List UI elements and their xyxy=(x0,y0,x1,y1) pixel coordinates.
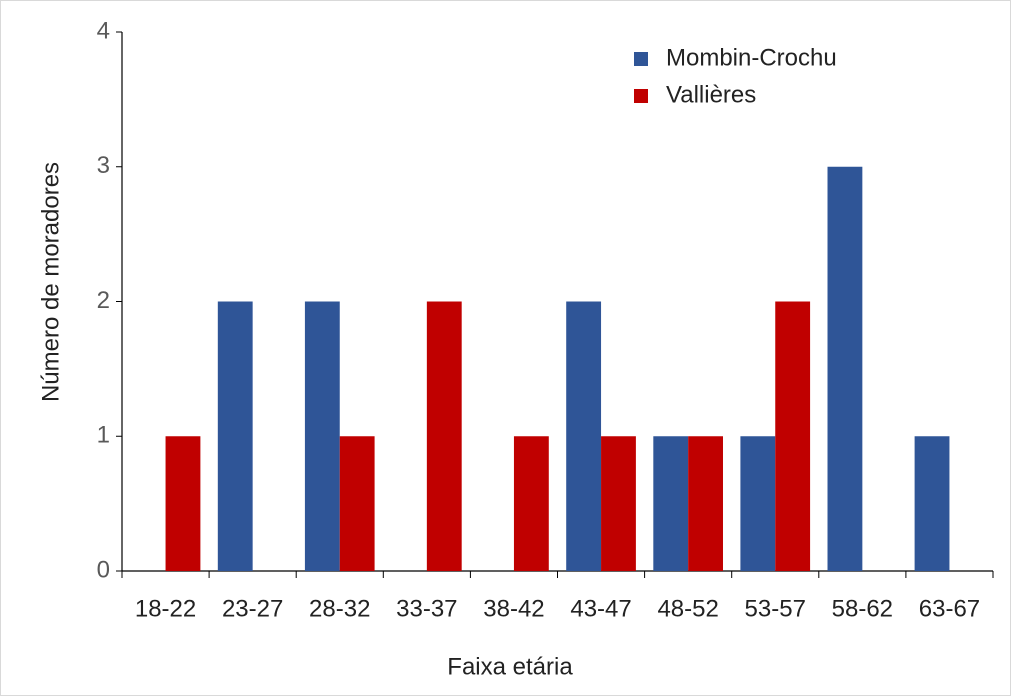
x-tick-label: 18-22 xyxy=(135,595,196,622)
bar xyxy=(513,436,549,571)
bar xyxy=(740,436,776,571)
bar xyxy=(914,436,950,571)
legend-label: Vallières xyxy=(666,81,756,108)
bar xyxy=(601,436,636,571)
legend-swatch xyxy=(634,89,648,103)
x-tick-label: 48-52 xyxy=(657,595,718,622)
bar xyxy=(566,301,602,571)
x-axis-label: Faixa etária xyxy=(447,653,573,680)
bar xyxy=(653,436,689,571)
bar xyxy=(304,301,340,571)
legend-swatch xyxy=(634,52,648,66)
y-tick-label: 1 xyxy=(97,422,110,449)
x-tick-label: 23-27 xyxy=(222,595,283,622)
bar xyxy=(775,301,811,571)
bar xyxy=(217,301,253,571)
y-tick-label: 2 xyxy=(97,287,110,314)
bar xyxy=(165,436,201,571)
x-tick-label: 63-67 xyxy=(919,595,980,622)
bar xyxy=(339,436,375,571)
y-tick-label: 3 xyxy=(97,152,110,179)
y-tick-label: 0 xyxy=(97,556,110,583)
bar xyxy=(426,301,462,571)
x-tick-label: 28-32 xyxy=(309,595,370,622)
x-tick-label: 58-62 xyxy=(832,595,893,622)
x-tick-label: 33-37 xyxy=(396,595,457,622)
y-axis-label: Número de moradores xyxy=(37,162,64,402)
x-tick-label: 38-42 xyxy=(483,595,544,622)
legend-label: Mombin-Crochu xyxy=(666,44,837,71)
y-tick-label: 4 xyxy=(97,17,110,44)
bar xyxy=(827,166,863,571)
x-tick-label: 53-57 xyxy=(745,595,806,622)
x-tick-label: 43-47 xyxy=(570,595,631,622)
bar xyxy=(688,436,723,571)
